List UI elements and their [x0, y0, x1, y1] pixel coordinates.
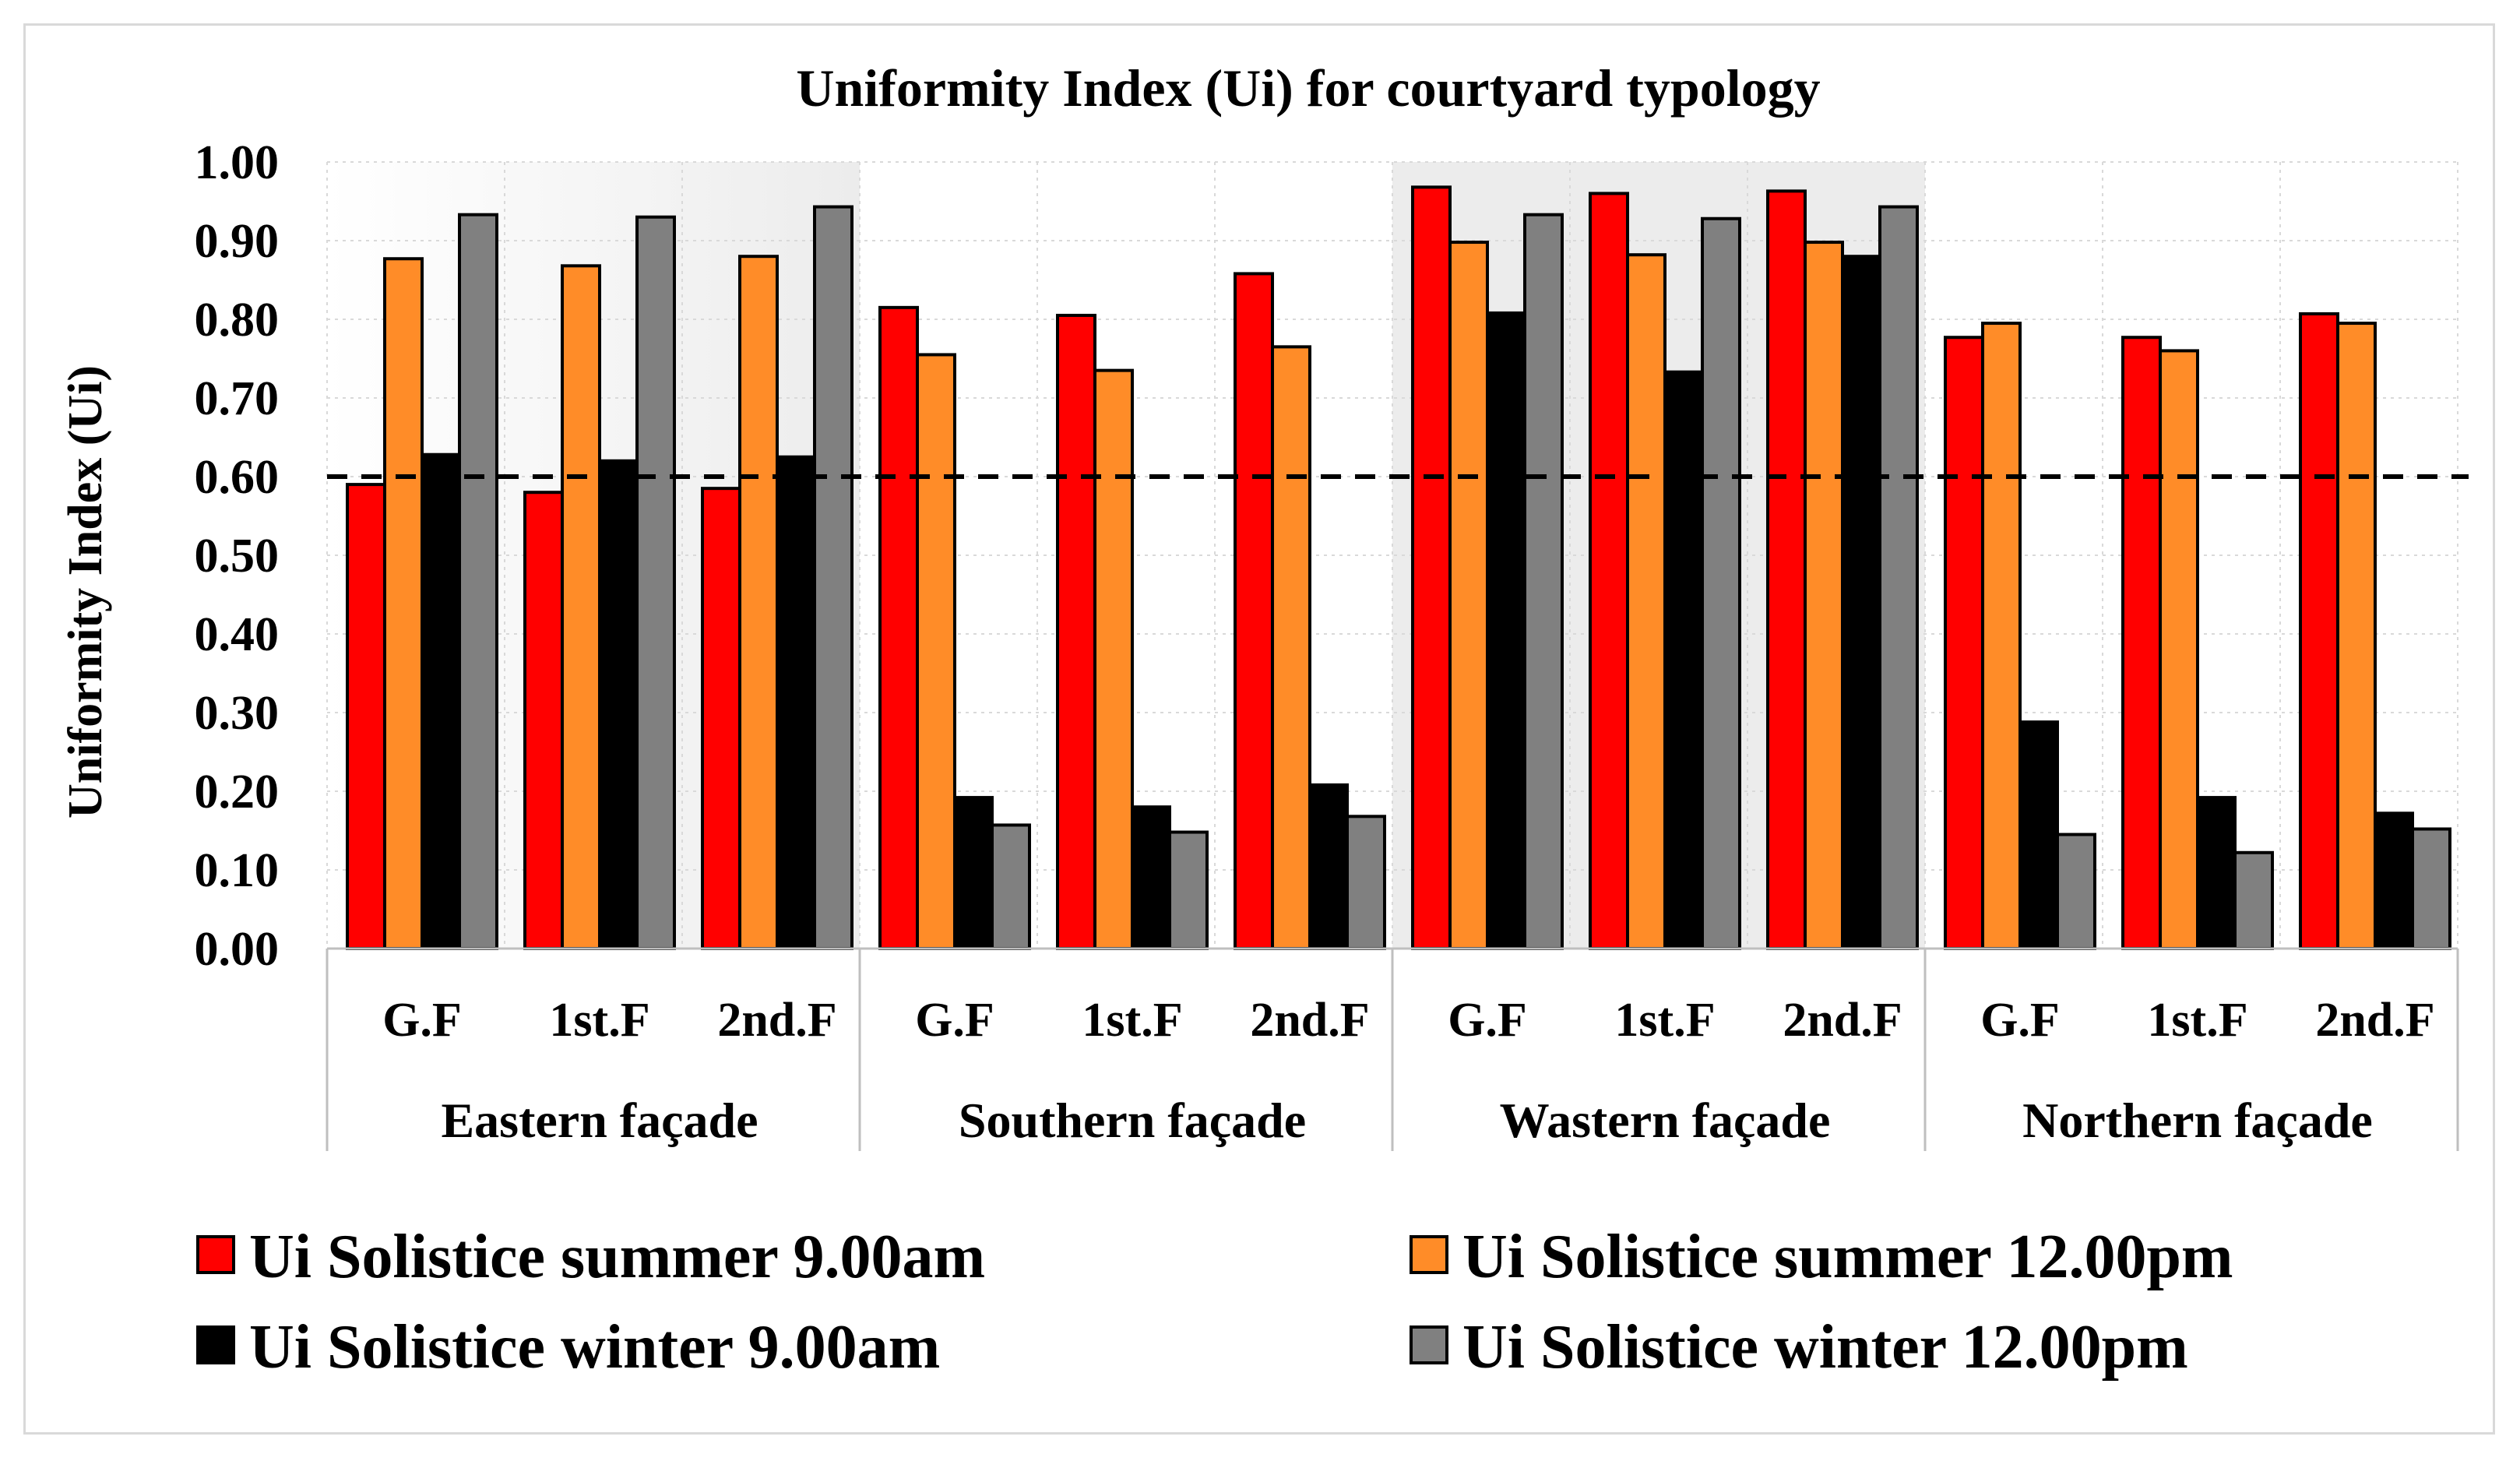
bar [1234, 272, 1274, 951]
chart-frame [23, 23, 2495, 1435]
legend-label: Ui Solistice winter 9.00am [249, 1313, 940, 1382]
y-tick-label: 0.70 [195, 372, 280, 425]
legend-label: Ui Solistice summer 12.00pm [1462, 1223, 2233, 1291]
bar [1271, 345, 1311, 951]
bar [598, 459, 639, 950]
y-axis-label: Uniformity Index (Ui) [59, 365, 112, 819]
bar [1448, 241, 1489, 950]
x-category-label: 2nd.F [1783, 994, 1902, 1047]
bar [2374, 811, 2414, 951]
bar [1701, 217, 1741, 951]
x-group-label: Wastern façade [1500, 1093, 1831, 1148]
bar [813, 205, 853, 950]
legend-swatch [1410, 1325, 1448, 1364]
bar [2411, 827, 2451, 950]
bar [2233, 850, 2274, 951]
chart-title: Uniformity Index (Ui) for courtyard typo… [796, 58, 1820, 118]
bar [916, 353, 956, 950]
bar [1804, 241, 1844, 950]
bar [1841, 255, 1881, 950]
bar [346, 483, 386, 950]
y-tick-label: 1.00 [195, 136, 280, 189]
x-group-label: Eastern façade [441, 1093, 758, 1148]
x-category-label: 2nd.F [1250, 994, 1369, 1047]
y-tick-label: 0.50 [195, 530, 280, 583]
bar [1411, 185, 1452, 950]
bar [523, 491, 564, 950]
legend-label: Ui Solistice winter 12.00pm [1462, 1313, 2188, 1382]
bar [1944, 336, 1984, 951]
x-category-label: 2nd.F [2315, 994, 2434, 1047]
bar [1589, 192, 1629, 950]
bar [1981, 322, 2022, 950]
y-tick-label: 0.40 [195, 608, 280, 661]
bar [383, 257, 424, 951]
y-tick-label: 0.60 [195, 451, 280, 504]
bar [1878, 205, 1919, 950]
legend-swatch [196, 1235, 235, 1274]
x-category-label: 1st.F [1614, 994, 1715, 1047]
bar [2018, 720, 2059, 950]
legend-swatch [196, 1325, 235, 1364]
bar [2196, 796, 2237, 950]
x-group-label: Southern façade [959, 1093, 1306, 1148]
bar [1346, 815, 1386, 950]
bar [1168, 830, 1209, 951]
bar [1056, 313, 1096, 950]
bar [776, 455, 816, 950]
y-tick-label: 0.20 [195, 766, 280, 819]
bar [1093, 368, 1134, 950]
x-category-label: 1st.F [2147, 994, 2247, 1047]
bar [1308, 783, 1349, 950]
y-tick-label: 0.30 [195, 687, 280, 740]
bar [1523, 213, 1564, 951]
x-category-label: 2nd.F [717, 994, 836, 1047]
bar [458, 213, 498, 951]
bar [635, 215, 676, 950]
bar [2121, 336, 2162, 951]
bar [1663, 370, 1704, 951]
legend-swatch [1410, 1235, 1448, 1274]
bar [1131, 805, 1171, 950]
bar [701, 487, 741, 950]
bar [1486, 311, 1526, 951]
bar [738, 255, 779, 950]
bar [953, 796, 994, 950]
bar [2056, 833, 2096, 951]
bar [2159, 349, 2199, 950]
x-category-label: G.F [1980, 994, 2060, 1047]
y-tick-label: 0.90 [195, 215, 280, 268]
bar [2299, 312, 2339, 950]
bar [421, 452, 461, 950]
bar [991, 823, 1031, 951]
legend-label: Ui Solistice summer 9.00am [249, 1223, 985, 1291]
y-tick-label: 0.10 [195, 844, 280, 897]
x-category-label: G.F [382, 994, 462, 1047]
y-tick-label: 0.00 [195, 923, 280, 976]
bar [561, 264, 601, 950]
bar [1626, 253, 1667, 950]
x-group-label: Northern façade [2022, 1093, 2373, 1148]
x-category-label: G.F [1448, 994, 1527, 1047]
x-category-label: 1st.F [1082, 994, 1182, 1047]
x-category-label: G.F [915, 994, 994, 1047]
bar [2336, 322, 2377, 950]
x-category-label: 1st.F [549, 994, 649, 1047]
y-tick-label: 0.80 [195, 294, 280, 347]
bar [878, 305, 919, 951]
bar [1766, 189, 1807, 950]
